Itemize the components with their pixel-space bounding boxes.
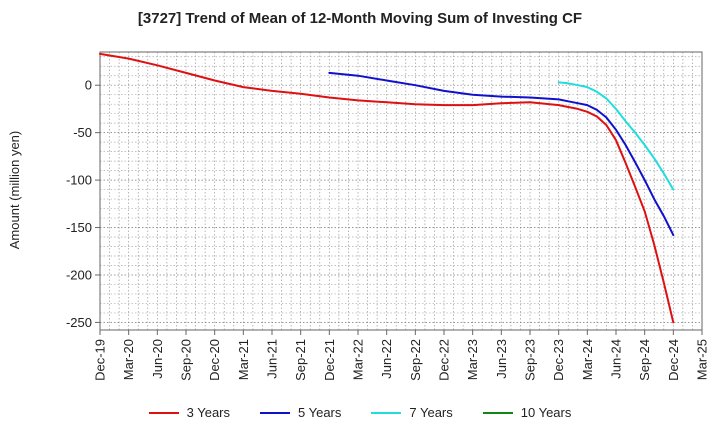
y-tick-label: -150 (66, 220, 92, 235)
y-tick-label: -200 (66, 267, 92, 282)
legend-item-3-years: 3 Years (148, 405, 230, 420)
legend-label-5-years: 5 Years (298, 405, 342, 420)
y-tick-label: 0 (85, 78, 92, 93)
y-tick-label: -250 (66, 315, 92, 330)
legend-swatch-3-years (148, 411, 179, 414)
legend-swatch-10-years (482, 411, 513, 414)
x-tick-label: Sep-22 (408, 339, 423, 381)
grid-layer (99, 52, 703, 330)
x-tick-label: Mar-20 (121, 339, 136, 380)
x-tick-label: Dec-20 (207, 339, 222, 381)
chart-title: [3727] Trend of Mean of 12-Month Moving … (137, 10, 583, 27)
x-tick-label: Jun-21 (265, 339, 280, 379)
legend-item-7-years: 7 Years (371, 405, 453, 420)
x-tick-label: Mar-22 (351, 339, 366, 380)
legend-item-5-years: 5 Years (260, 405, 341, 420)
series-line-5-years (328, 71, 675, 237)
legend-swatch-5-years (260, 411, 290, 414)
x-tick-label: Dec-24 (666, 339, 681, 381)
x-tick-label: Mar-21 (236, 339, 251, 380)
legend: 3 Years 5 Years 7 Years 10 Years (0, 405, 720, 420)
x-tick-label: Jun-23 (494, 339, 509, 379)
legend-label-3-years: 3 Years (186, 405, 230, 420)
x-tick-label: Mar-25 (695, 339, 710, 380)
x-tick-label: Sep-23 (523, 339, 538, 381)
x-tick-label: Dec-22 (437, 339, 452, 381)
x-tick-label: Mar-23 (465, 339, 480, 380)
x-tick-label: Mar-24 (580, 339, 595, 380)
legend-label-10-years: 10 Years (520, 405, 572, 420)
plot-frame (99, 51, 703, 331)
series-line-7-years (557, 81, 675, 191)
legend-label-7-years: 7 Years (409, 405, 453, 420)
x-tick-label: Dec-23 (551, 339, 566, 381)
x-tick-label: Jun-24 (609, 339, 624, 379)
legend-item-10-years: 10 Years (482, 405, 572, 420)
series-layer (99, 52, 675, 324)
x-tick-label: Sep-20 (179, 339, 194, 381)
x-tick-label: Sep-24 (637, 339, 652, 381)
series-line-3-years (99, 52, 675, 324)
x-tick-label: Jun-20 (150, 339, 165, 379)
x-tick-label: Dec-19 (93, 339, 108, 381)
legend-swatch-7-years (371, 411, 402, 414)
x-tick-label: Sep-21 (293, 339, 308, 381)
x-tick-label: Jun-22 (379, 339, 394, 379)
y-axis-label: Amount (million yen) (7, 131, 22, 250)
y-tick-label: -50 (73, 125, 92, 140)
x-tick-label: Dec-21 (322, 339, 337, 381)
y-tick-label: -100 (66, 173, 92, 188)
